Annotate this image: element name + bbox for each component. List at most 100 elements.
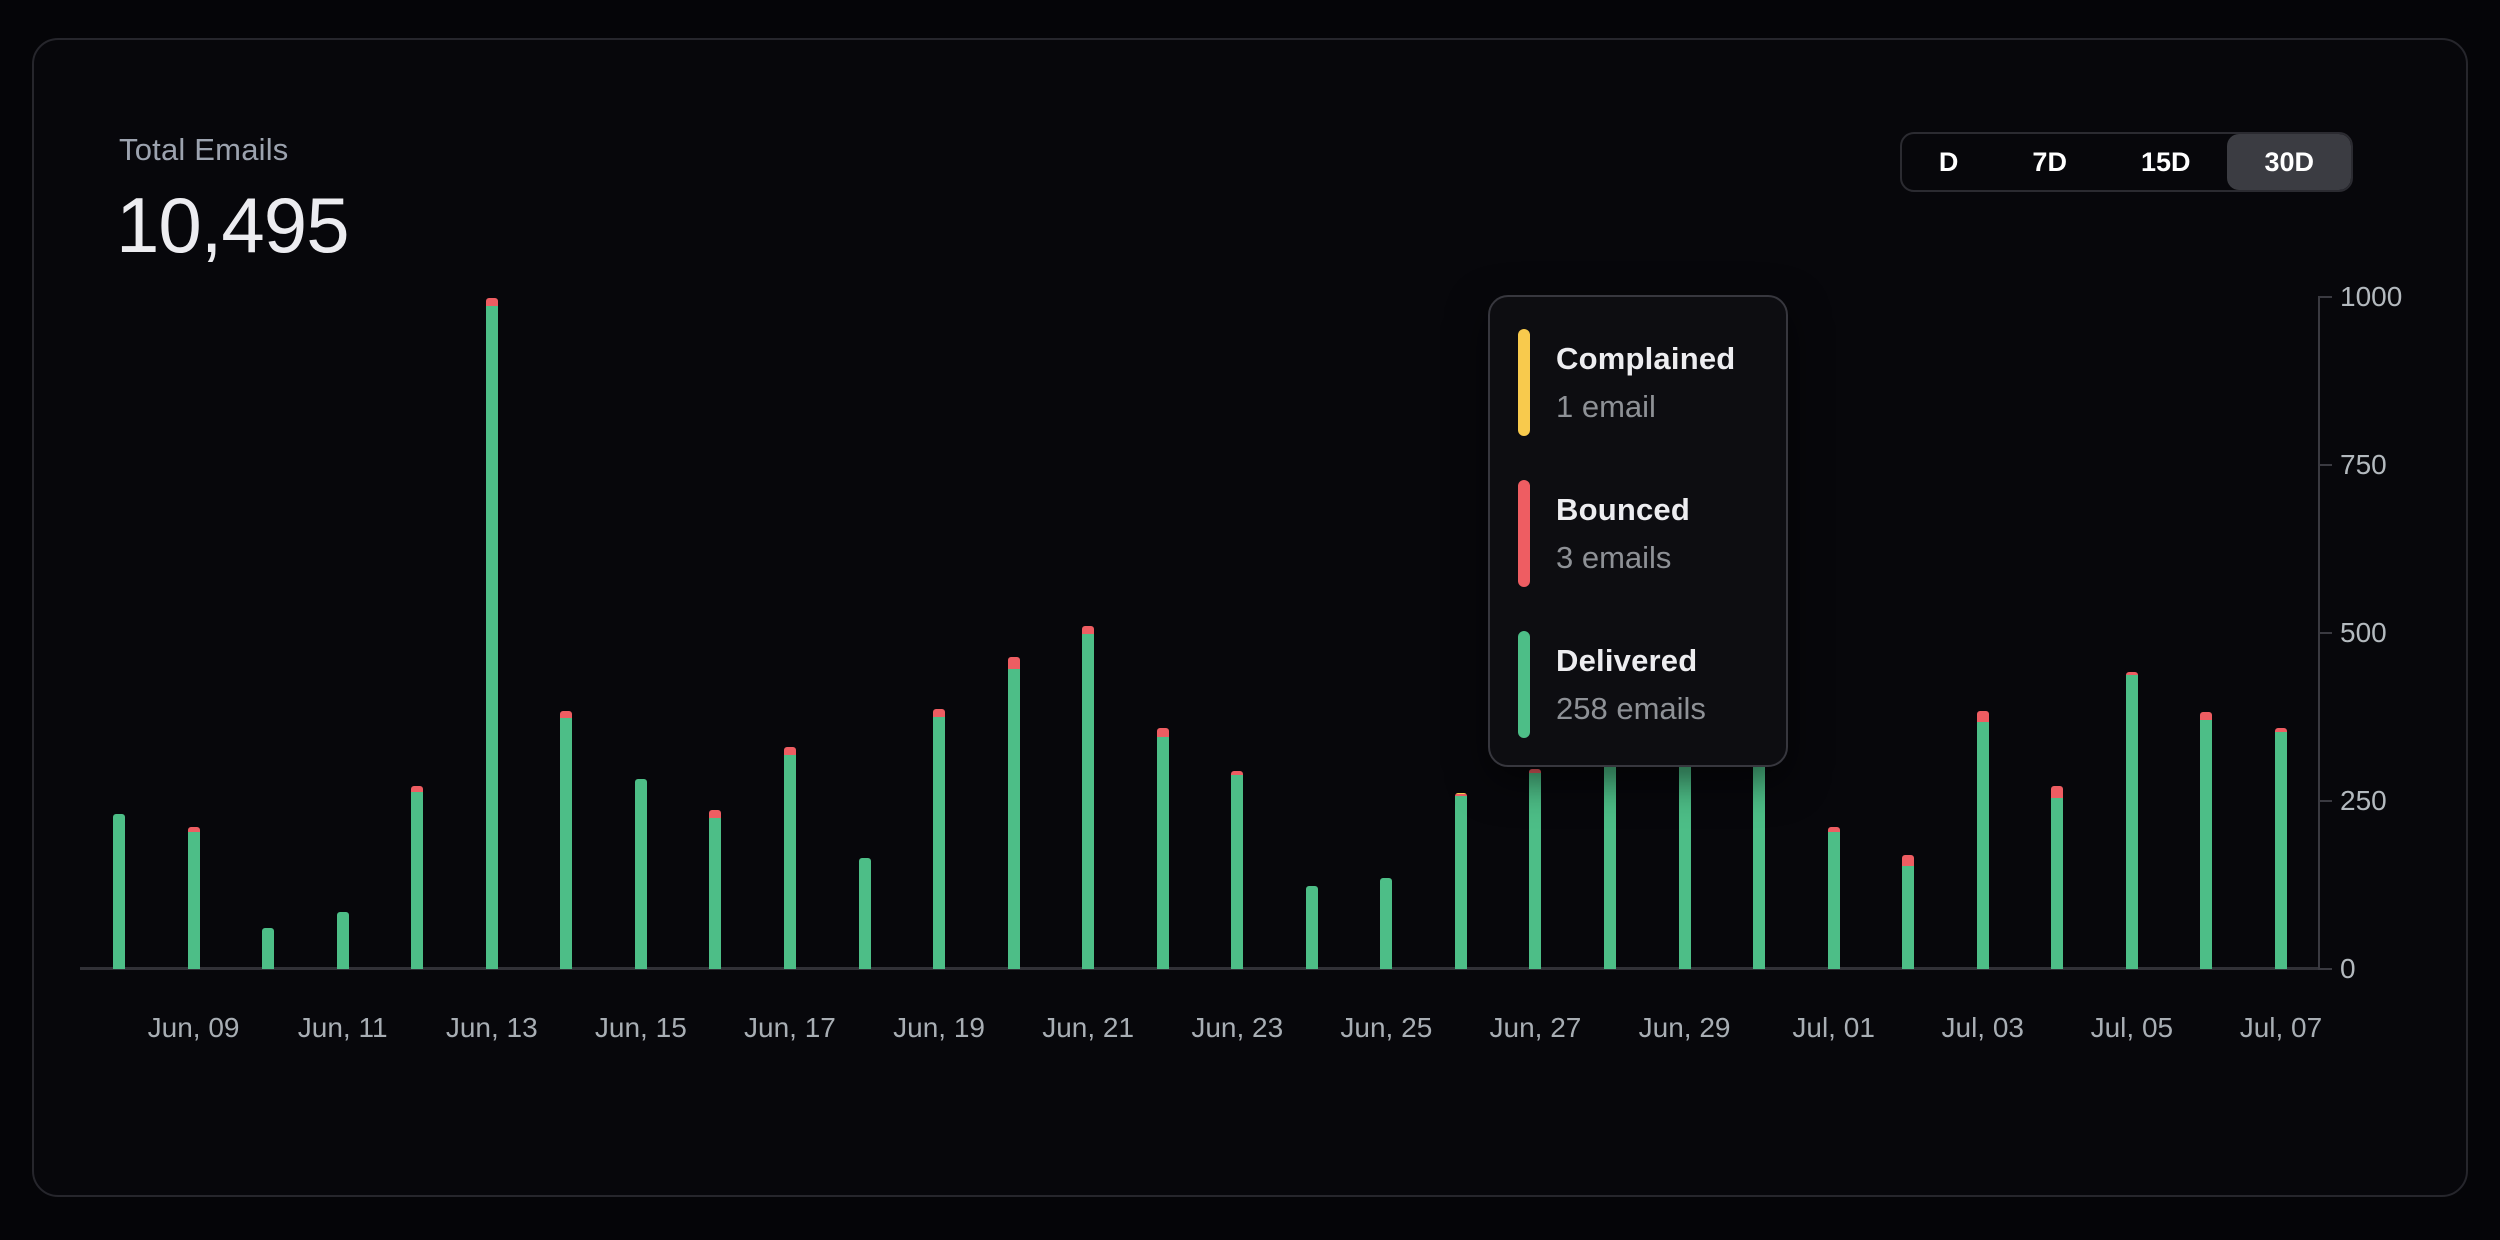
bar-segment-delivered xyxy=(858,858,871,969)
bar-segment-delivered xyxy=(336,911,349,969)
delivered-swatch xyxy=(1518,631,1530,738)
tooltip-series-value: 3 emails xyxy=(1556,539,1672,575)
bar-segment-bounced xyxy=(187,826,200,832)
bar-segment-delivered xyxy=(1529,772,1542,969)
bar-jun-24[interactable] xyxy=(1305,886,1318,969)
bar-segment-delivered xyxy=(1380,878,1393,969)
bar-jun-12[interactable] xyxy=(411,786,424,969)
bar-segment-delivered xyxy=(2200,720,2213,969)
bar-segment-delivered xyxy=(1976,722,1989,969)
bar-jun-15[interactable] xyxy=(634,778,647,969)
bar-jun-13[interactable] xyxy=(485,298,498,969)
bar-segment-delivered xyxy=(1902,865,1915,969)
bar-segment-delivered xyxy=(2051,798,2064,969)
bar-segment-delivered xyxy=(113,813,125,969)
chart-tooltip: Complained 1 email Bounced 3 emails Deli… xyxy=(1488,295,1788,767)
y-axis-tick-label: 1000 xyxy=(2340,281,2403,312)
bar-segment-bounced xyxy=(2051,786,2064,799)
bar-segment-bounced xyxy=(709,810,722,819)
bounced-swatch xyxy=(1518,480,1530,587)
x-axis-tick-label: Jul, 01 xyxy=(1792,1012,1875,1043)
total-emails-card: Total Emails 10,495 D 7D 15D 30D xyxy=(32,38,2468,1197)
x-axis-tick-label: Jun, 19 xyxy=(893,1012,985,1043)
bar-jun-11[interactable] xyxy=(336,911,349,969)
bar-jun-18[interactable] xyxy=(858,858,871,969)
bar-jun-17[interactable] xyxy=(783,746,796,969)
x-axis-tick-label: Jun, 11 xyxy=(297,1012,388,1043)
bar-segment-bounced xyxy=(1529,769,1542,773)
x-axis-tick-label: Jul, 05 xyxy=(2090,1012,2174,1043)
y-axis-tick xyxy=(2318,632,2332,634)
tooltip-series-value: 258 emails xyxy=(1556,690,1706,726)
bar-segment-delivered xyxy=(1007,669,1020,969)
x-axis-tick-label: Jul, 03 xyxy=(1941,1012,2025,1043)
bar-jun-22[interactable] xyxy=(1156,728,1169,969)
bar-jun-27[interactable] xyxy=(1529,769,1542,969)
bar-segment-bounced xyxy=(1156,728,1169,737)
x-axis-tick-label: Jun, 17 xyxy=(744,1012,836,1043)
bar-jun-14[interactable] xyxy=(560,710,573,969)
bar-segment-bounced xyxy=(933,708,946,717)
x-axis-tick-label: Jul, 07 xyxy=(2239,1012,2323,1043)
bar-jul-04[interactable] xyxy=(2051,786,2064,969)
tooltip-series-name: Bounced xyxy=(1556,491,1691,527)
bar-segment-delivered xyxy=(2274,731,2287,969)
card-title: Total Emails xyxy=(119,132,289,167)
bar-segment-bounced xyxy=(411,786,424,792)
bar-segment-bounced xyxy=(1231,771,1244,776)
bar-segment-delivered xyxy=(262,928,275,969)
bar-jun-25[interactable] xyxy=(1380,878,1393,969)
bar-jul-05[interactable] xyxy=(2125,671,2138,969)
x-axis-tick-label: Jun, 27 xyxy=(1489,1012,1582,1043)
y-axis-tick-label: 250 xyxy=(2340,785,2387,816)
y-axis-tick xyxy=(2318,968,2332,970)
bar-segment-bounced xyxy=(2200,711,2213,721)
bar-jun-19[interactable] xyxy=(933,708,946,969)
bar-segment-bounced xyxy=(1007,657,1020,670)
bar-segment-bounced xyxy=(1454,793,1467,796)
range-button-30d[interactable]: 30D xyxy=(2227,134,2351,190)
bar-segment-delivered xyxy=(1231,775,1244,969)
tooltip-series-name: Complained xyxy=(1556,340,1736,376)
bar-jul-07[interactable] xyxy=(2274,728,2287,969)
range-button-15d[interactable]: 15D xyxy=(2104,134,2228,190)
bar-segment-delivered xyxy=(709,818,722,969)
range-button-7d[interactable]: 7D xyxy=(1995,134,2104,190)
bar-segment-delivered xyxy=(1305,886,1318,969)
x-axis-tick-label: Jun, 29 xyxy=(1638,1012,1731,1043)
bar-jun-10[interactable] xyxy=(262,928,275,969)
bar-jun-23[interactable] xyxy=(1231,771,1244,969)
bar-jul-02[interactable] xyxy=(1902,855,1915,969)
y-axis-tick-label: 0 xyxy=(2340,953,2356,984)
bar-segment-bounced xyxy=(783,746,796,756)
x-axis-tick-label: Jun, 15 xyxy=(594,1012,687,1043)
bar-segment-delivered xyxy=(933,717,946,969)
x-axis-tick-label: Jun, 09 xyxy=(147,1012,240,1043)
total-emails-value: 10,495 xyxy=(116,181,350,269)
range-button-d[interactable]: D xyxy=(1902,134,1995,190)
bar-segment-delivered xyxy=(560,717,573,969)
bar-jun-21[interactable] xyxy=(1082,626,1095,969)
bar-jun-09[interactable] xyxy=(187,826,200,969)
bar-segment-delivered xyxy=(411,791,424,969)
bar-segment-bounced xyxy=(2125,671,2138,676)
x-axis-tick-label: Jun, 25 xyxy=(1340,1012,1433,1043)
y-axis-tick xyxy=(2318,464,2332,466)
bar-segment-bounced xyxy=(485,298,498,307)
bar-segment-bounced xyxy=(560,710,573,718)
y-axis-tick xyxy=(2318,800,2332,802)
x-axis-line xyxy=(80,967,2320,970)
x-axis-tick-label: Jun, 23 xyxy=(1191,1012,1284,1043)
bar-jun-16[interactable] xyxy=(709,810,722,969)
bar-jun-08[interactable] xyxy=(113,813,125,969)
bar-jul-06[interactable] xyxy=(2200,711,2213,969)
bar-segment-complained xyxy=(1454,792,1467,794)
tooltip-item-complained: Complained 1 email xyxy=(1518,329,1758,436)
bar-jul-01[interactable] xyxy=(1827,826,1840,969)
bar-jun-20[interactable] xyxy=(1007,657,1020,969)
bar-jun-26[interactable] xyxy=(1454,792,1467,969)
bar-jul-03[interactable] xyxy=(1976,710,1989,969)
y-axis-tick-label: 500 xyxy=(2340,617,2387,648)
bar-segment-delivered xyxy=(2125,675,2138,969)
